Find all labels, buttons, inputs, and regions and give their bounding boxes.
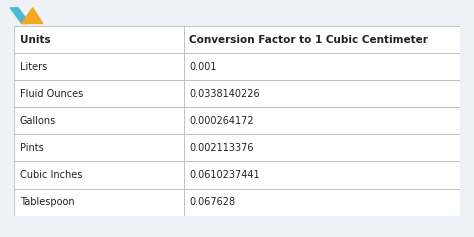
Bar bbox=[183, 80, 460, 107]
Text: Units: Units bbox=[19, 35, 50, 45]
Bar bbox=[183, 107, 460, 134]
Text: Cubic Inches: Cubic Inches bbox=[19, 170, 82, 180]
Text: 0.0338140226: 0.0338140226 bbox=[189, 89, 259, 99]
Text: 0.002113376: 0.002113376 bbox=[189, 143, 254, 153]
Text: Tablespoon: Tablespoon bbox=[19, 197, 74, 207]
Text: 0.000264172: 0.000264172 bbox=[189, 116, 254, 126]
Text: Gallons: Gallons bbox=[19, 116, 56, 126]
Text: Liters: Liters bbox=[19, 62, 47, 72]
Bar bbox=[14, 80, 183, 107]
Bar bbox=[14, 161, 183, 189]
Polygon shape bbox=[22, 8, 43, 23]
Text: 0.067628: 0.067628 bbox=[189, 197, 235, 207]
Bar bbox=[183, 189, 460, 216]
Polygon shape bbox=[0, 220, 166, 237]
Bar bbox=[183, 26, 460, 53]
Bar bbox=[183, 161, 460, 189]
Text: 0.0610237441: 0.0610237441 bbox=[189, 170, 259, 180]
Polygon shape bbox=[332, 0, 474, 24]
Text: Conversion Factor to 1 Cubic Centimeter: Conversion Factor to 1 Cubic Centimeter bbox=[189, 35, 428, 45]
Bar bbox=[183, 134, 460, 161]
Text: SOM: SOM bbox=[18, 33, 38, 42]
Bar bbox=[14, 26, 183, 53]
Bar bbox=[14, 53, 183, 80]
Bar bbox=[14, 134, 183, 161]
Text: 0.001: 0.001 bbox=[189, 62, 216, 72]
Bar bbox=[14, 107, 183, 134]
Bar bbox=[14, 189, 183, 216]
Bar bbox=[183, 53, 460, 80]
Polygon shape bbox=[10, 8, 29, 23]
Text: Pints: Pints bbox=[19, 143, 43, 153]
Text: Fluid Ounces: Fluid Ounces bbox=[19, 89, 83, 99]
